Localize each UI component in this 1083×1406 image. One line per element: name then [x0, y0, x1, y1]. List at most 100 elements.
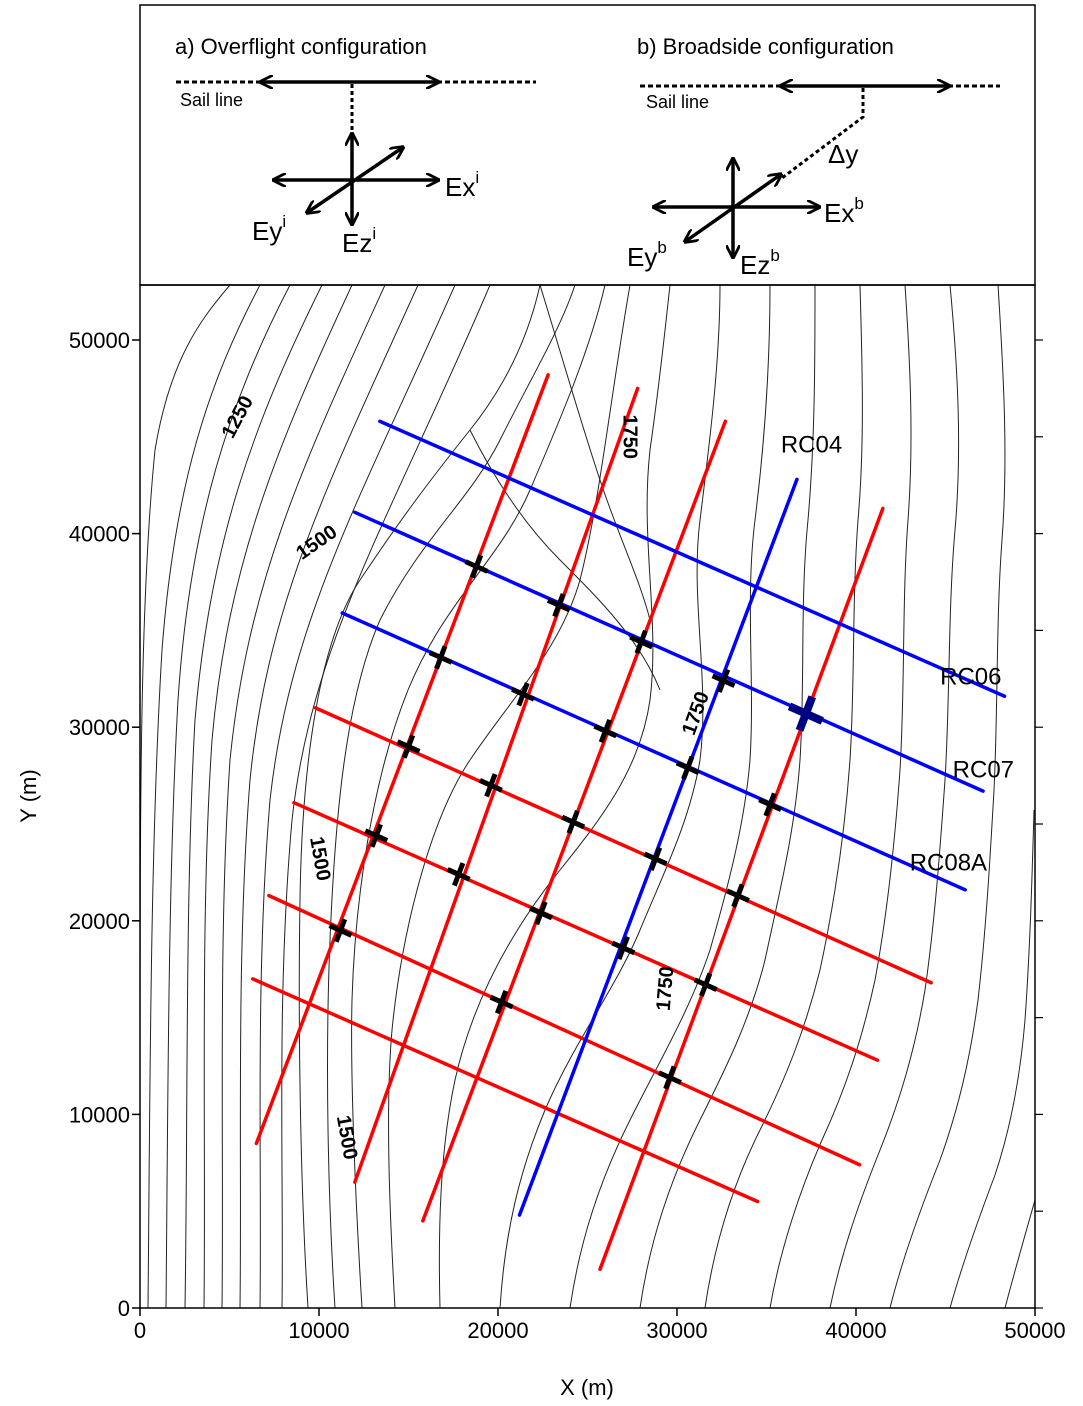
- contour-line: [140, 285, 231, 1096]
- ex-label: Exi: [445, 168, 479, 202]
- x-tick-label: 50000: [1004, 1318, 1065, 1343]
- contour-line: [239, 285, 419, 1308]
- broadside-title: b) Broadside configuration: [637, 34, 894, 59]
- receiver-marker: [643, 846, 668, 871]
- receiver-marker: [396, 734, 421, 759]
- contour-line: [327, 285, 576, 1308]
- bathymetry-contours: [140, 285, 1035, 1308]
- contour-line: [221, 285, 386, 1308]
- survey-line-labels: RC04 RC06 RC07 RC08A: [781, 431, 1014, 876]
- overflight-title: a) Overflight configuration: [175, 34, 427, 59]
- receiver-marker: [711, 668, 736, 693]
- y-axis: 0 10000 20000 30000 40000 50000: [69, 328, 140, 1321]
- contour-line: [147, 285, 261, 1308]
- receiver-marker: [528, 900, 553, 926]
- contour-line: [203, 285, 353, 1308]
- receiver-sites: [328, 554, 824, 1090]
- x-tick-label: 20000: [467, 1318, 528, 1343]
- contour-line: [569, 285, 771, 1308]
- contour-line: [499, 285, 721, 1308]
- y-tick-label: 10000: [69, 1102, 130, 1127]
- ez-label: Ezi: [342, 224, 376, 258]
- y-tick-label: 20000: [69, 909, 130, 934]
- receiver-marker: [428, 645, 453, 670]
- x-tick-label: 10000: [288, 1318, 349, 1343]
- survey-line: [353, 510, 985, 793]
- survey-line: [313, 706, 933, 985]
- contour-label: 1750: [618, 415, 640, 460]
- receiver-marker: [611, 935, 636, 961]
- survey-lines: [251, 373, 1007, 1272]
- contour-line: [438, 285, 671, 1308]
- survey-line-label: RC07: [953, 757, 1014, 784]
- receiver-marker: [561, 809, 586, 835]
- ey-label: Eyb: [627, 238, 667, 272]
- x-axis: 0 10000 20000 30000 40000 50000: [134, 1308, 1066, 1343]
- receiver-marker: [758, 792, 783, 817]
- highlighted-receiver-marker: [787, 695, 824, 732]
- survey-line-label: RC06: [940, 664, 1001, 691]
- receiver-marker: [446, 862, 471, 887]
- receiver-marker: [364, 823, 389, 848]
- y-tick-label: 50000: [69, 328, 130, 353]
- receiver-marker: [725, 883, 750, 908]
- offset-label: Δy: [828, 139, 858, 169]
- receiver-marker: [546, 593, 571, 618]
- survey-line: [267, 893, 862, 1167]
- contour-label: 1500: [332, 1114, 361, 1162]
- y-axis-title: Y (m): [16, 769, 41, 822]
- contour-line: [1004, 1199, 1035, 1308]
- contour-line: [769, 285, 912, 1308]
- survey-line: [378, 419, 1007, 698]
- contour-line: [259, 285, 456, 1308]
- x-tick-label: 40000: [825, 1318, 886, 1343]
- receiver-marker: [657, 1065, 682, 1090]
- contour-label: 1500: [305, 835, 334, 883]
- contour-line: [829, 285, 960, 1308]
- contour-line: [351, 285, 606, 1308]
- contour-line: [469, 429, 661, 691]
- y-tick-label: 30000: [69, 715, 130, 740]
- contour-line: [281, 285, 491, 1308]
- receiver-marker: [675, 755, 700, 780]
- receiver-marker: [593, 718, 618, 744]
- survey-line: [254, 373, 550, 1146]
- ey-label: Eyi: [252, 212, 286, 246]
- contour-label: 1250: [218, 392, 258, 442]
- y-tick-label: 40000: [69, 522, 130, 547]
- ey-arrow: [308, 148, 402, 212]
- plot-frame: [139, 284, 1036, 1309]
- contour-line: [388, 285, 631, 1308]
- receiver-marker: [489, 990, 514, 1015]
- receiver-marker: [629, 629, 654, 655]
- receiver-marker: [478, 773, 503, 798]
- survey-line: [292, 800, 880, 1062]
- y-tick-label: 0: [118, 1296, 130, 1321]
- configuration-inset: a) Overflight configuration Sail line Ex…: [139, 4, 1036, 286]
- ey-arrow: [686, 175, 780, 241]
- offset-tether: [781, 88, 865, 180]
- survey-line-label: RC08A: [910, 849, 987, 876]
- inset-frame: [139, 4, 1036, 286]
- contour-line: [298, 285, 541, 1308]
- contour-label: 1750: [653, 965, 679, 1011]
- ex-label: Exb: [824, 194, 864, 228]
- x-tick-label: 0: [134, 1318, 146, 1343]
- receiver-marker: [693, 972, 718, 997]
- contour-line: [639, 285, 816, 1308]
- survey-line: [251, 977, 760, 1204]
- sail-line-label: Sail line: [646, 92, 709, 112]
- receiver-marker: [511, 682, 536, 707]
- x-axis-title: X (m): [560, 1375, 614, 1400]
- overflight-diagram: a) Overflight configuration Sail line Ex…: [175, 34, 536, 258]
- survey-line-label: RC04: [781, 431, 842, 458]
- contour-line: [889, 285, 1006, 1308]
- broadside-diagram: b) Broadside configuration Sail line Δy …: [627, 34, 1000, 280]
- right-axis-ticks: [1035, 339, 1043, 1309]
- contour-line: [949, 809, 1035, 1308]
- contour-line: [539, 285, 651, 621]
- contour-line: [165, 285, 291, 1308]
- contour-line: [184, 285, 323, 1308]
